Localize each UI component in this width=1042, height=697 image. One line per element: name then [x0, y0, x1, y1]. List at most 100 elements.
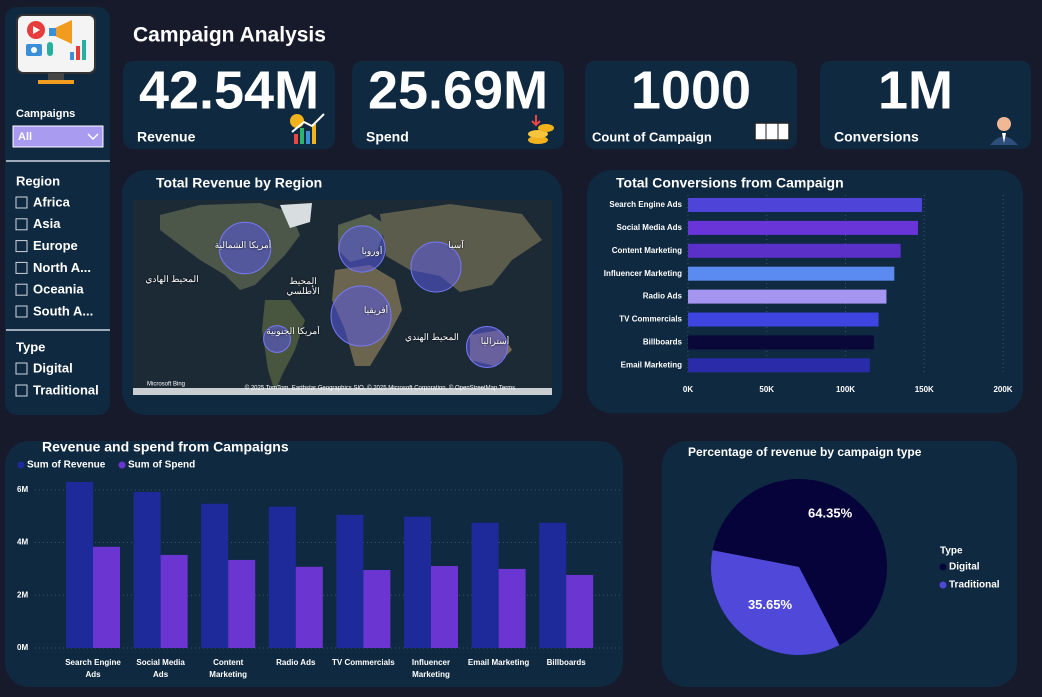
checkbox[interactable] — [15, 196, 28, 209]
bar[interactable] — [404, 516, 431, 648]
bar[interactable] — [363, 569, 391, 648]
bar[interactable] — [539, 522, 567, 648]
map-label-box: آسيا — [448, 240, 464, 250]
kpi-card — [820, 61, 1031, 149]
bar[interactable] — [295, 566, 323, 648]
type-label: Type — [16, 339, 45, 354]
person-icon — [990, 117, 1018, 145]
type-option: Traditional — [33, 382, 99, 397]
map-logo: Microsoft Bing — [147, 382, 185, 388]
x-tick-label: 150K — [915, 385, 934, 394]
checkbox[interactable] — [15, 384, 28, 397]
legend-marker — [939, 563, 947, 571]
bar[interactable] — [471, 522, 499, 648]
x-tick-label-box: Email Marketing — [467, 658, 530, 667]
region-option: Europe — [33, 238, 78, 253]
region-option: Africa — [33, 194, 71, 209]
map-label: أوروبا — [361, 246, 383, 256]
y-tick-label: 2M — [17, 590, 28, 599]
y-tick-label: 4M — [17, 538, 28, 547]
x-tick-label-box: TV Commercials — [332, 658, 395, 667]
x-tick-label: Radio Ads — [276, 658, 316, 667]
type-option: Digital — [33, 360, 73, 375]
y-tick-label: Search Engine Ads — [609, 200, 682, 209]
x-tick-label-box: Billboards — [546, 658, 586, 667]
bar[interactable] — [268, 506, 296, 648]
legend-marker — [17, 461, 25, 469]
bar[interactable] — [688, 312, 879, 327]
bar[interactable] — [688, 198, 923, 212]
legend-marker — [118, 461, 126, 469]
bar[interactable] — [566, 574, 594, 648]
bar[interactable] — [336, 514, 364, 648]
y-tick-label: 6M — [17, 485, 28, 494]
x-tick-label: 100K — [836, 385, 855, 394]
checkbox[interactable] — [15, 362, 28, 375]
region-bubble[interactable] — [263, 325, 291, 353]
region-bubble[interactable] — [465, 325, 509, 369]
kpi-label: Spend — [366, 129, 409, 145]
checkbox[interactable] — [15, 240, 28, 253]
campaign-dropdown[interactable] — [12, 125, 104, 148]
x-tick-label: Billboards — [546, 658, 586, 667]
bar[interactable] — [201, 503, 229, 648]
x-tick-label: 200K — [993, 385, 1012, 394]
region-bubble[interactable] — [338, 225, 386, 273]
kpi-label: Revenue — [137, 129, 196, 145]
bar[interactable] — [93, 546, 120, 648]
dropdown-chevron — [87, 133, 99, 141]
x-tick-label: Content Marketing — [209, 658, 248, 679]
map-label: أمريكا الجنوبية — [266, 326, 320, 336]
checkbox[interactable] — [15, 283, 28, 296]
region-option: South A... — [33, 303, 93, 318]
x-tick-label-box: Radio Ads — [276, 658, 316, 667]
map-label: المحيط الأطلسي — [286, 276, 320, 296]
chart-title: Total Revenue by Region — [156, 175, 322, 191]
region-bubble[interactable] — [218, 221, 272, 275]
region-bubble[interactable] — [330, 285, 392, 347]
map-label-box: المحيط الهادي — [145, 274, 198, 284]
bar[interactable] — [498, 568, 526, 648]
checkbox[interactable] — [15, 305, 28, 318]
counter-icon — [754, 122, 790, 141]
map-label-box: أفريقيا — [364, 305, 388, 315]
campaigns-label: Campaigns — [16, 108, 75, 120]
bar[interactable] — [160, 554, 188, 648]
bar[interactable] — [133, 491, 161, 648]
x-tick-label: Social Media Ads — [136, 658, 185, 679]
bar[interactable] — [688, 335, 874, 350]
checkbox[interactable] — [15, 218, 28, 231]
kpi-value: 25.69M — [368, 60, 548, 120]
pie-slice[interactable] — [712, 479, 888, 646]
y-tick-label: Radio Ads — [643, 292, 683, 301]
y-tick-label: Social Media Ads — [617, 223, 683, 232]
pie-slice[interactable] — [711, 550, 840, 655]
x-tick-label-box: Influencer Marketing — [412, 658, 450, 679]
region-option: Oceania — [33, 282, 84, 297]
chart-title: Percentage of revenue by campaign type — [688, 445, 922, 459]
bar[interactable] — [688, 358, 870, 373]
revenue-icon — [290, 113, 325, 144]
bar[interactable] — [688, 220, 918, 235]
bar[interactable] — [66, 481, 93, 648]
map-label: المحيط الهندي — [405, 332, 459, 342]
kpi-value: 1000 — [631, 60, 751, 120]
map-label: آسيا — [448, 240, 464, 250]
region-bubble[interactable] — [410, 241, 462, 293]
x-tick-label: Email Marketing — [467, 658, 530, 667]
bar[interactable] — [688, 289, 887, 304]
bar[interactable] — [228, 559, 256, 648]
legend-label: Digital — [949, 562, 980, 573]
kpi-label: Count of Campaign — [592, 129, 712, 144]
checkbox[interactable] — [15, 261, 28, 274]
map-label-box: أستراليا — [481, 336, 509, 346]
page-title: Campaign Analysis — [133, 24, 326, 47]
y-tick-label: TV Commercials — [619, 315, 682, 324]
spend-icon — [528, 115, 554, 144]
kpi-card — [585, 61, 797, 149]
bar[interactable] — [688, 266, 895, 281]
bar[interactable] — [688, 243, 901, 258]
map-label-box: المحيط الهندي — [405, 332, 459, 342]
bar[interactable] — [431, 566, 458, 648]
